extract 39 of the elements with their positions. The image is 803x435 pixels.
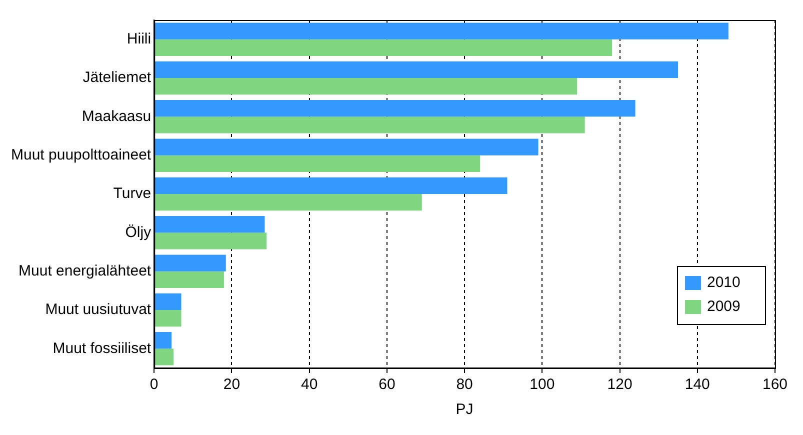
bar [154,332,172,349]
bar [154,22,728,40]
y-tick-label: Hiili [126,30,152,48]
legend-label: 2010 [707,274,740,292]
bar [154,39,612,56]
x-tick-label: 160 [762,376,788,394]
x-tick-label: 140 [684,376,710,394]
bar [154,116,585,134]
x-axis-title: PJ [456,401,474,418]
bar [154,100,636,117]
x-tick-label: 100 [530,376,555,394]
legend-label: 2009 [707,298,740,316]
bar [154,348,174,366]
bar [154,216,265,233]
bar [154,155,480,172]
bar [154,310,182,327]
x-tick-label: 20 [223,376,240,394]
x-tick-label: 80 [456,376,473,394]
y-tick-label: Muut fossiiliset [52,340,152,357]
y-tick-label: Muut uusiutuvat [45,301,152,318]
x-tick-label: 0 [150,376,158,394]
y-tick-label: Maakaasu [82,108,152,125]
x-tick-label: 120 [607,376,632,394]
bar [154,78,578,95]
bar [154,232,267,250]
y-tick-label: Muut energialähteet [18,262,152,280]
bar [154,138,538,156]
bar [154,254,226,272]
y-tick-label: Öljy [125,224,152,241]
x-tick-label: 60 [378,376,396,394]
bar [154,61,678,78]
bar [154,293,182,310]
bar [154,194,422,211]
y-tick-label: Jäteliemet [82,69,152,86]
y-tick-label: Muut puupolttoaineet [10,146,152,164]
bar [154,177,508,194]
y-tick-label: Turve [113,185,152,202]
x-tick-label: 40 [300,376,318,394]
bar [154,271,224,288]
